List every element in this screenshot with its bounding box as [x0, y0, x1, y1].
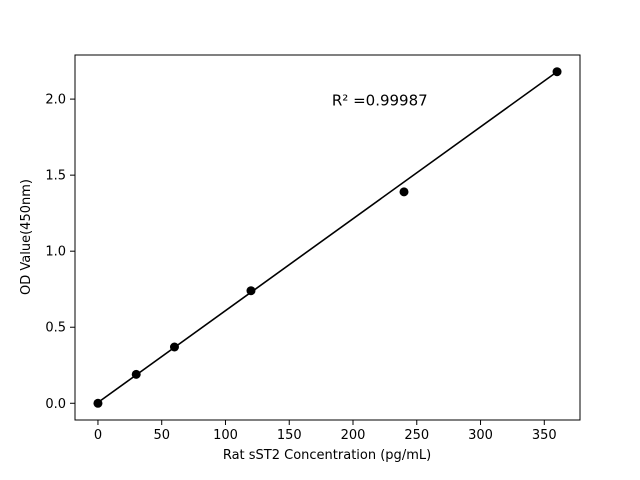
- x-tick-label: 350: [532, 428, 557, 443]
- y-tick-label: 1.5: [45, 169, 66, 184]
- x-tick-label: 200: [341, 428, 366, 443]
- y-tick-label: 1.0: [45, 245, 66, 260]
- y-tick-label: 2.0: [45, 93, 66, 108]
- x-tick-label: 300: [468, 428, 493, 443]
- data-point: [399, 187, 409, 197]
- x-tick-label: 50: [153, 428, 170, 443]
- y-tick-label: 0.0: [45, 397, 66, 412]
- data-point: [552, 67, 562, 77]
- r-squared-annotation: R² =0.99987: [332, 92, 428, 110]
- data-point: [93, 398, 103, 408]
- trend-line: [97, 71, 558, 404]
- y-tick-label: 0.5: [45, 321, 66, 336]
- plot-border: [74, 54, 581, 421]
- data-point: [246, 286, 256, 296]
- plot-area: 0 50 100 150 200 250 300 350 0.0 0.5 1.0 1.5 2.0: [45, 54, 581, 443]
- x-axis-label: Rat sST2 Concentration (pg/mL): [223, 448, 431, 463]
- x-tick-label: 0: [94, 428, 102, 443]
- x-tick-label: 100: [213, 428, 238, 443]
- data-point: [169, 342, 179, 352]
- x-tick-label: 250: [404, 428, 429, 443]
- data-point: [131, 369, 141, 379]
- x-tick-label: 150: [277, 428, 302, 443]
- y-axis-label: OD Value(450nm): [19, 179, 34, 295]
